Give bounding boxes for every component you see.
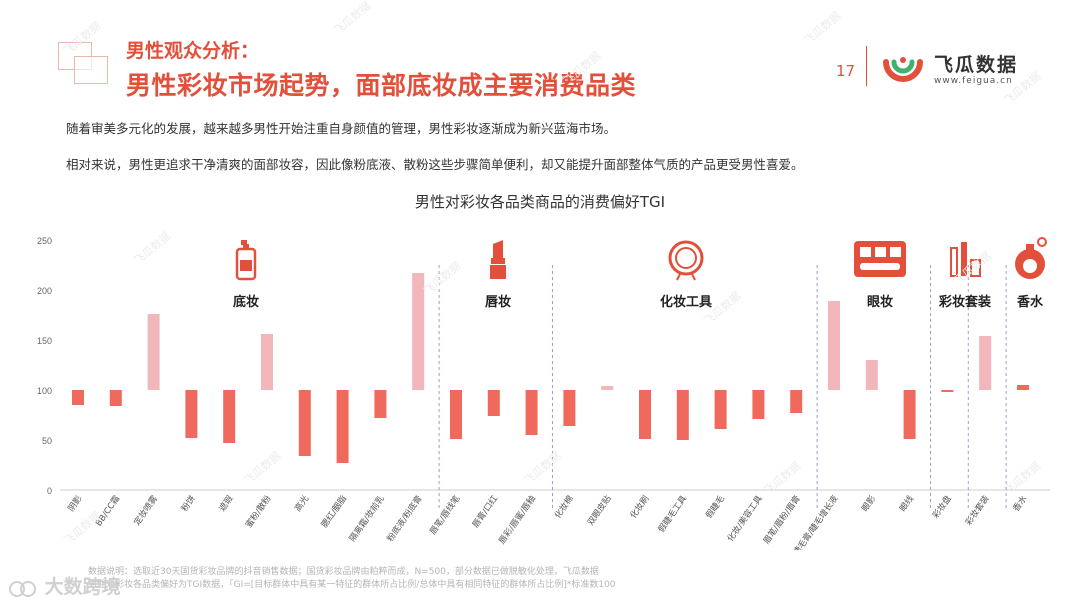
x-tick-label: 香水	[1011, 493, 1030, 514]
watermark-tile: 飞瓜数据	[801, 9, 844, 48]
x-tick-label: 眼影	[859, 493, 878, 514]
x-tick-label: 假睫毛工具	[656, 493, 690, 535]
x-tick-label: 遮瑕	[217, 493, 236, 514]
eyeshadow-palette-icon	[854, 241, 906, 277]
y-tick-label: 200	[37, 286, 52, 296]
bar	[223, 390, 236, 443]
bar	[752, 390, 765, 419]
x-tick-label: 化妆/美容工具	[725, 493, 765, 544]
x-tick-label: 彩妆盘	[930, 493, 954, 521]
page-title: 男性彩妆市场起势，面部底妆成主要消费品类	[126, 71, 637, 100]
title-decoration	[58, 42, 110, 86]
x-tick-label: 化妆棉	[552, 493, 576, 520]
group-label: 彩妆套装	[938, 294, 991, 310]
x-tick-label: 化妆刷	[628, 493, 652, 520]
bar	[563, 390, 576, 426]
chart-title: 男性对彩妆各品类商品的消费偏好TGI	[414, 193, 666, 211]
bar	[336, 390, 349, 463]
watermark-brand-text: 大数跨境	[44, 576, 121, 598]
x-tick-label: 假睫毛	[703, 493, 727, 521]
bar	[487, 390, 500, 416]
brand-url: www.feigua.cn	[934, 76, 1013, 86]
x-tick-label: 唇彩/唇蜜/唇釉	[497, 493, 539, 546]
bar	[298, 390, 311, 456]
brand-name: 飞瓜数据	[934, 54, 1019, 76]
footnote-line-1: 数据说明：选取近30天国货彩妆品牌的抖音销售数据；国货彩妆品牌由粕粹而成，N=5…	[88, 567, 599, 577]
makeup-set-icon	[950, 242, 981, 277]
x-tick-label: 阴影	[66, 493, 85, 514]
x-tick-label: 粉底液/粉底膏	[385, 493, 425, 543]
watermark-logo-icon	[9, 580, 36, 597]
bar	[374, 390, 387, 418]
y-tick-label: 250	[37, 236, 52, 246]
group-label: 化妆工具	[660, 294, 712, 310]
bar	[450, 390, 462, 439]
bar	[601, 386, 614, 390]
section-kicker: 男性观众分析：	[126, 40, 260, 62]
tgi-bar-chart: 0 50 100 150 200 250 阴影 BB/CC霜 定妆喷雾 粉饼 遮瑕 蜜粉/散粉 高光 腮红…	[37, 236, 1050, 550]
feigua-logo-icon	[883, 57, 923, 82]
foundation-bottle-icon	[235, 240, 257, 281]
bar	[790, 390, 803, 413]
group-label: 眼妆	[867, 294, 893, 310]
bar	[185, 390, 198, 438]
watermark-tile: 飞瓜数据	[331, 0, 374, 38]
intro-paragraph-1: 随着审美多元化的发展，越来越多男性开始注重自身颜值的管理，男性彩妆逐渐成为新兴蓝…	[66, 121, 617, 136]
x-tick-label: 粉饼	[179, 493, 198, 514]
x-tick-label: 彩妆套装	[963, 493, 992, 528]
x-tick-label: 眼线	[897, 493, 916, 514]
mirror-icon	[668, 240, 704, 281]
group-label: 唇妆	[485, 294, 511, 310]
bar	[1017, 385, 1029, 390]
bar	[525, 390, 538, 435]
bar	[903, 390, 916, 439]
bar	[979, 336, 992, 390]
bar	[865, 360, 878, 390]
y-tick-label: 150	[37, 336, 52, 346]
x-tick-label: 双眼皮贴	[585, 493, 614, 528]
bar	[828, 301, 840, 390]
group-label: 香水	[1016, 294, 1044, 310]
lipstick-icon	[490, 240, 506, 279]
group-label: 底妆	[233, 294, 259, 310]
x-tick-label: BB/CC霜	[94, 494, 122, 528]
x-tick-label: 高光	[292, 493, 311, 514]
bar	[639, 390, 651, 439]
y-tick-label: 100	[37, 386, 52, 396]
x-tick-label: 蜜粉/散粉	[243, 493, 273, 530]
bar	[412, 273, 425, 390]
intro-paragraph-2: 相对来说，男性更追求干净清爽的面部妆容，因此像粉底液、散粉这些步骤简单便利，却又…	[66, 157, 804, 172]
perfume-icon	[1015, 237, 1047, 279]
bar	[72, 390, 84, 405]
bar	[941, 390, 954, 392]
page-number: 17	[836, 62, 856, 80]
x-tick-label: 唇笔/唇线笔	[427, 493, 462, 537]
x-tick-label: 隔离霜/妆前乳	[347, 493, 387, 544]
watermark-brand: 大数跨境	[8, 572, 121, 599]
x-tick-label: 腮红/胭脂	[319, 493, 349, 530]
bar	[261, 334, 273, 390]
footnote-line-2: 男性对彩妆各品类偏好为TGI数据，「GI=[目标群体中具有某一特征的群体所占比例…	[88, 580, 616, 590]
header-divider	[866, 46, 867, 86]
y-tick-label: 0	[47, 486, 52, 496]
bar	[109, 390, 122, 406]
y-tick-label: 50	[42, 436, 52, 446]
bar	[147, 314, 160, 390]
bar	[676, 390, 689, 440]
x-tick-label: 眉笔/眉粉/眉膏	[761, 493, 803, 546]
x-tick-label: 唇膏/口红	[470, 493, 500, 530]
x-tick-label: 定妆喷雾	[132, 493, 161, 528]
bar	[714, 390, 727, 429]
